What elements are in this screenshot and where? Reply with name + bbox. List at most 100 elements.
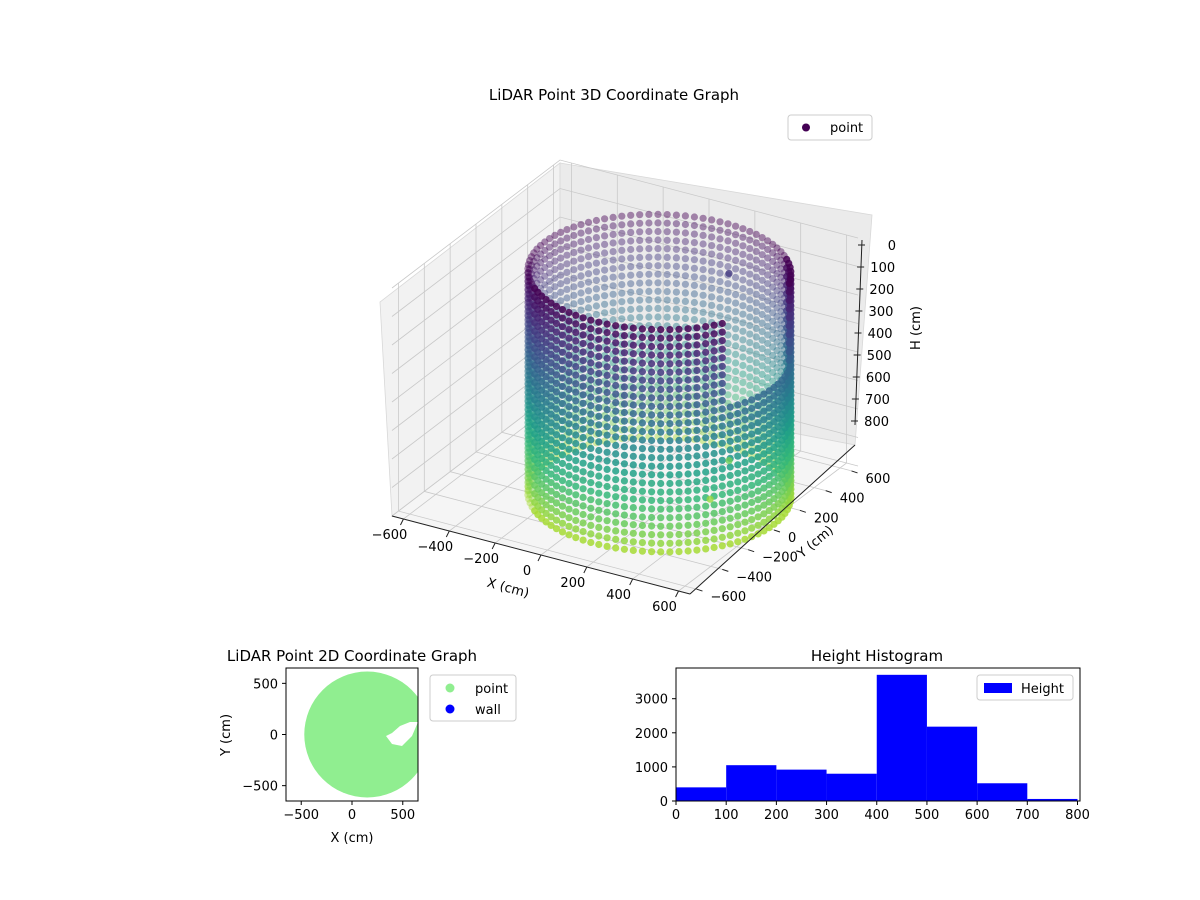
point-3d [672, 314, 681, 322]
point-3d [699, 231, 707, 239]
point-3d [732, 222, 740, 230]
point-3d [524, 380, 532, 388]
point-3d [552, 302, 561, 310]
point-3d [710, 372, 718, 381]
point-3d [777, 325, 785, 333]
point-3d [739, 353, 747, 361]
point-3d [620, 383, 629, 391]
point-3d [572, 388, 580, 396]
point-3d [672, 297, 681, 305]
point-3d [708, 293, 716, 301]
point-3d [693, 461, 701, 469]
point-3d [524, 384, 532, 392]
point-3d [769, 309, 777, 317]
point-3d [547, 325, 555, 333]
point-3d [536, 259, 545, 267]
point-3d [758, 276, 766, 284]
point-3d [587, 530, 595, 538]
point-3d [716, 235, 724, 243]
point-3d [525, 281, 533, 289]
point-3d [699, 257, 707, 265]
point-3d [718, 499, 726, 507]
point-3d [524, 474, 532, 482]
point-3d [724, 348, 732, 356]
point-3d [748, 464, 756, 472]
point-3d [666, 437, 674, 445]
point-3d [764, 288, 772, 296]
point-3d [579, 476, 587, 484]
point-3d [769, 360, 777, 368]
point-3d [648, 539, 656, 547]
point-3d [547, 436, 555, 444]
scatter-3d-axes: LiDAR Point 3D Coordinate Graph −600 −400… [372, 86, 924, 615]
point-3d [693, 537, 701, 546]
point-3d [552, 525, 561, 533]
point-3d [565, 334, 573, 342]
point-3d [558, 348, 567, 356]
point-3d [666, 351, 674, 359]
point-3d [773, 287, 781, 295]
point-3d [563, 251, 571, 259]
point-3d [577, 263, 585, 271]
point-3d [638, 333, 647, 341]
point-3d [587, 496, 595, 504]
point-3d [618, 255, 626, 263]
legend-3d-box [787, 114, 873, 141]
point-3d [675, 453, 683, 462]
point-3d [524, 261, 533, 269]
scatter-2d-title: LiDAR Point 2D Coordinate Graph [227, 647, 477, 665]
point-3d [648, 531, 656, 539]
point-3d [525, 418, 533, 426]
point-3d [595, 344, 603, 352]
point-3d [572, 525, 580, 533]
point-3d [739, 267, 747, 276]
point-3d [524, 320, 532, 328]
point-3d [565, 497, 573, 505]
point-3d [672, 237, 681, 245]
point-3d [638, 470, 647, 478]
point-3d [657, 539, 665, 548]
y-tick-label-3d: 0 [788, 531, 796, 546]
point-3d [748, 439, 756, 447]
point-3d [533, 245, 541, 253]
point-3d [702, 468, 710, 476]
point-3d [754, 470, 762, 478]
point-3d [547, 402, 555, 410]
point-3d [645, 313, 653, 321]
point-3d [587, 470, 595, 478]
point-3d [524, 286, 533, 294]
point-3d [603, 346, 611, 354]
point-3d [708, 242, 716, 250]
x-tick-label-hist: 700 [1015, 808, 1040, 823]
point-3d [612, 441, 620, 449]
point-3d [777, 299, 785, 307]
point-3d [702, 459, 710, 467]
point-3d [525, 324, 533, 332]
point-3d [690, 298, 699, 307]
grid-line-h [391, 188, 859, 317]
point-3d [710, 484, 718, 492]
point-3d [693, 384, 701, 392]
point-3d [612, 544, 620, 552]
x-tick-label-hist: 500 [915, 808, 940, 823]
point-3d-outlier [725, 269, 733, 278]
point-3d [612, 527, 620, 535]
point-3d [546, 286, 554, 294]
histogram-bar [977, 783, 1028, 801]
point-3d [609, 222, 617, 230]
point-3d [702, 476, 710, 485]
point-3d [612, 458, 620, 467]
point-3d [558, 314, 567, 322]
point-3d [558, 468, 567, 476]
point-3d [558, 382, 567, 391]
point-3d [524, 269, 532, 277]
point-3d [710, 330, 718, 338]
point-3d [524, 286, 532, 294]
point-3d [765, 412, 773, 421]
point-3d [773, 338, 781, 346]
point-3d [636, 288, 644, 296]
point-3d [732, 291, 740, 299]
point-3d [773, 252, 781, 261]
point-3d [648, 496, 656, 504]
point-3d [663, 296, 671, 304]
